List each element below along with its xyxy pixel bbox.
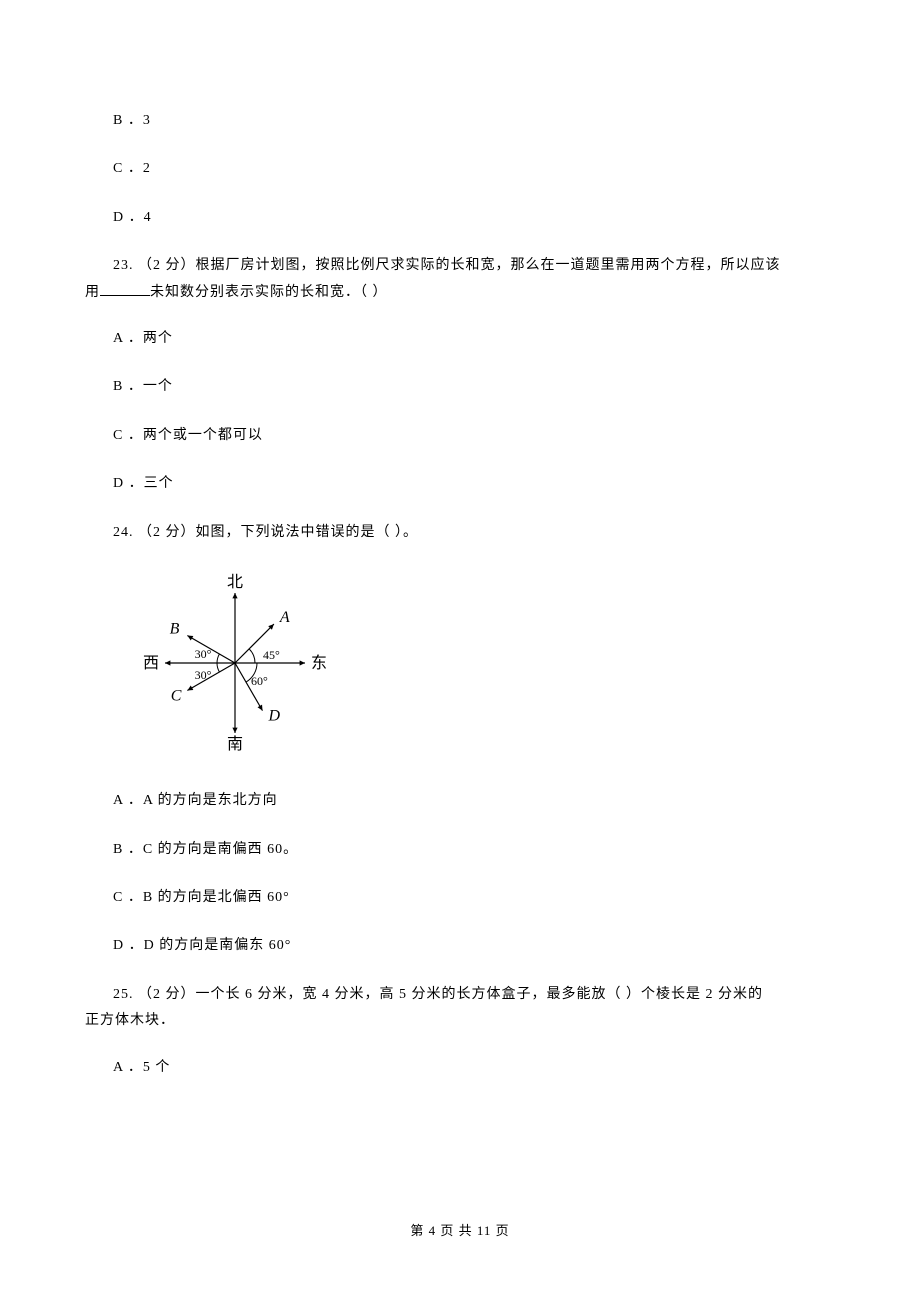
q24-diagram: 北南 东 西 A B C D 30° 30° 45° 60°: [135, 568, 835, 766]
q23-stem-line1: 23. （2 分）根据厂房计划图，按照比例尺求实际的长和宽，那么在一道题里需用两…: [85, 255, 835, 277]
compass-svg: 北南 东 西 A B C D 30° 30° 45° 60°: [135, 568, 345, 758]
svg-text:45°: 45°: [263, 648, 280, 662]
svg-text:C: C: [171, 687, 182, 704]
svg-text:北: 北: [227, 573, 243, 591]
q23-prefix: 用: [85, 285, 100, 300]
q23-option-c: C ．两个或一个都可以: [85, 425, 835, 447]
q23-blank: [100, 282, 150, 296]
q23-stem-line2: 用 未知数分别表示实际的长和宽．（ ）: [85, 282, 835, 304]
q22-option-c: C ．2: [85, 158, 835, 180]
svg-text:西: 西: [143, 655, 159, 672]
q23-option-d: D ．三个: [85, 473, 835, 495]
q23-suffix: 未知数分别表示实际的长和宽．（ ）: [150, 285, 388, 300]
q24-option-a: A ．A 的方向是东北方向: [85, 790, 835, 812]
q24-option-d: D ．D 的方向是南偏东 60°: [85, 935, 835, 957]
svg-text:D: D: [268, 708, 281, 725]
svg-text:B: B: [170, 620, 180, 637]
page-footer: 第 4 页 共 11 页: [0, 1221, 920, 1242]
q25-stem-line1: 25. （2 分）一个长 6 分米，宽 4 分米，高 5 分米的长方体盒子，最多…: [85, 984, 835, 1006]
q25-option-a: A ．5 个: [85, 1057, 835, 1079]
q24-option-c: C ．B 的方向是北偏西 60°: [85, 887, 835, 909]
q22-option-d: D ．4: [85, 207, 835, 229]
q23-option-b: B ．一个: [85, 376, 835, 398]
svg-text:30°: 30°: [195, 647, 212, 661]
q23-stem: 23. （2 分）根据厂房计划图，按照比例尺求实际的长和宽，那么在一道题里需用两…: [85, 255, 835, 304]
q23-option-a: A ．两个: [85, 328, 835, 350]
q25-stem-line2: 正方体木块．: [85, 1010, 835, 1032]
svg-text:A: A: [279, 609, 290, 626]
svg-text:30°: 30°: [195, 668, 212, 682]
svg-text:南: 南: [227, 735, 243, 753]
svg-text:东: 东: [311, 654, 327, 672]
q24-stem: 24. （2 分）如图，下列说法中错误的是（ ）。: [85, 522, 835, 544]
q24-option-b: B ．C 的方向是南偏西 60。: [85, 839, 835, 861]
svg-text:60°: 60°: [251, 674, 268, 688]
q22-option-b: B ．3: [85, 110, 835, 132]
